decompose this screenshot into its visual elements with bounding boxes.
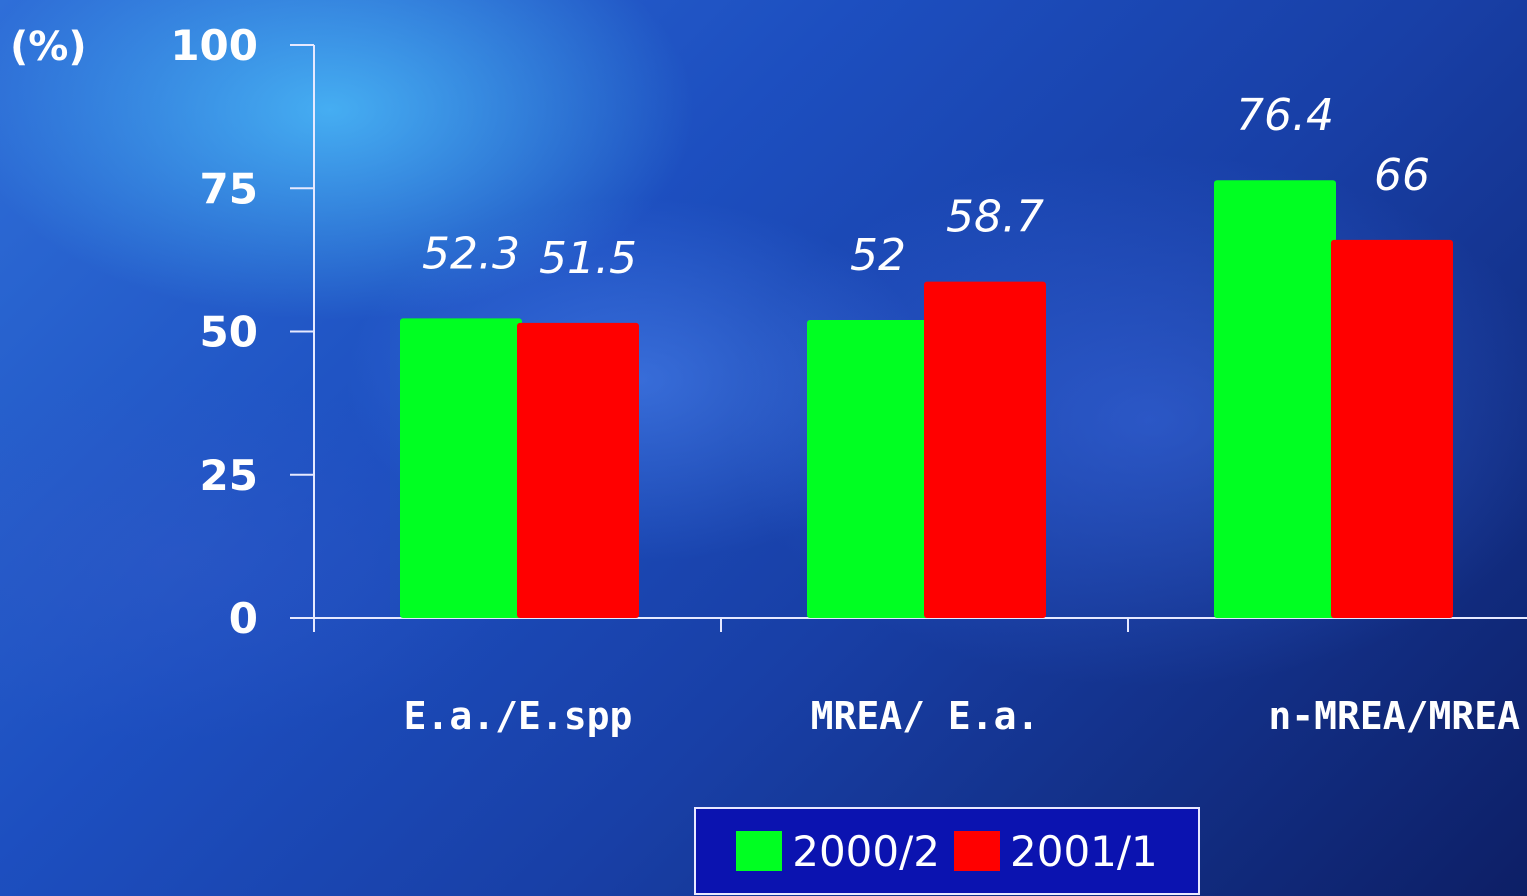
data-label-series-2-category-1: 51.5 (539, 233, 637, 284)
chart-bars (400, 180, 1453, 618)
y-tick-label-50: 50 (200, 308, 258, 357)
category-label-1: E.a./E.spp (404, 694, 633, 738)
bar-series-2-category-2 (924, 281, 1046, 618)
bar-series-1-category-3 (1214, 180, 1336, 618)
legend-label-series-1: 2000/2 (792, 826, 940, 876)
bar-series-2-category-1 (517, 322, 639, 618)
data-label-series-2-category-2: 58.7 (946, 192, 1044, 243)
y-tick-label-0: 0 (229, 594, 258, 643)
y-tick-label-75: 75 (200, 164, 258, 213)
y-unit-label: (%) (10, 24, 87, 70)
bar-series-2-category-3 (1331, 239, 1453, 618)
data-label-series-2-category-3: 66 (1374, 150, 1430, 201)
data-label-series-1-category-3: 76.4 (1236, 90, 1334, 141)
bar-series-1-category-2 (807, 320, 929, 618)
legend-item-series-2: 2001/1 (954, 827, 1158, 876)
legend: 2000/2 2001/1 (694, 807, 1200, 895)
data-label-series-1-category-1: 52.3 (422, 228, 520, 279)
chart-axes: 0 25 50 75 100 (%) (10, 21, 1527, 643)
chart-labels: E.a./E.spp MREA/ E.a. n-MREA/MREA 52.3 52 76.… (404, 90, 1520, 738)
legend-swatch-series-2 (954, 831, 1000, 871)
category-label-2: MREA/ E.a. (811, 694, 1040, 738)
bar-series-1-category-1 (400, 318, 522, 618)
data-label-series-1-category-2: 52 (850, 230, 906, 281)
y-tick-label-100: 100 (170, 21, 258, 70)
category-label-3: n-MREA/MREA (1268, 694, 1520, 738)
legend-swatch-series-1 (736, 831, 783, 871)
y-tick-label-25: 25 (200, 451, 258, 500)
legend-item-series-1: 2000/2 (736, 827, 940, 876)
legend-label-series-2: 2001/1 (1010, 826, 1158, 876)
